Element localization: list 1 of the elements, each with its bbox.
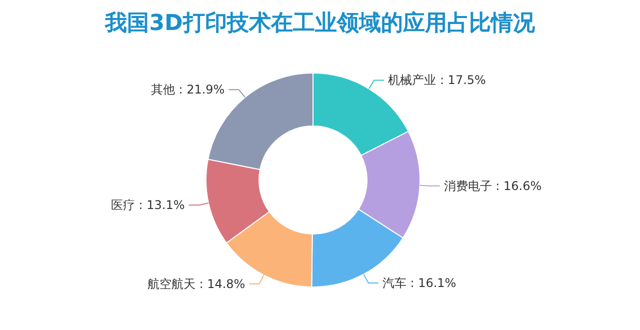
chart-title: 我国3D打印技术在工业领域的应用占比情况 (104, 10, 536, 36)
